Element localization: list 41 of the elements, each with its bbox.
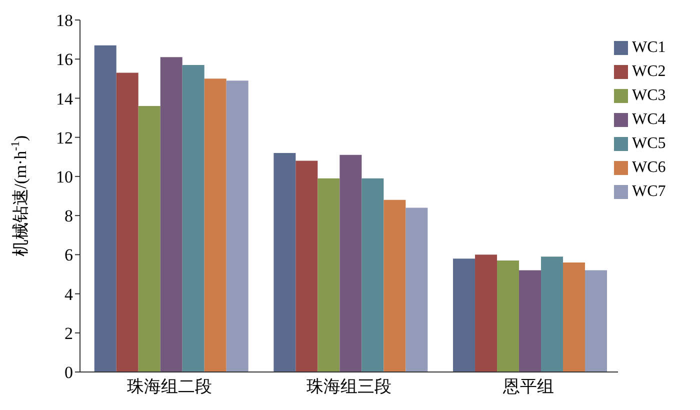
bar [116, 72, 138, 372]
legend-label: WC3 [632, 87, 666, 104]
bar [204, 78, 226, 372]
legend-label: WC1 [632, 39, 666, 56]
bar [541, 256, 564, 372]
y-tick-label: 14 [56, 89, 74, 108]
x-tick-label: 珠海组三段 [306, 377, 392, 396]
y-tick-label: 4 [64, 284, 74, 304]
bar [475, 254, 498, 372]
y-tick-label: 10 [56, 167, 73, 186]
bar [94, 45, 116, 372]
y-tick-label: 18 [56, 11, 73, 30]
bar [563, 262, 586, 372]
y-tick-label: 8 [64, 206, 73, 226]
bar [226, 80, 248, 372]
y-tick-label: 0 [64, 363, 73, 382]
legend-label: WC5 [632, 135, 666, 152]
bar [138, 106, 160, 372]
bar [274, 152, 296, 372]
bar [406, 208, 428, 372]
x-tick-label: 珠海组二段 [127, 377, 212, 396]
bar [519, 270, 542, 372]
bar [384, 200, 406, 372]
bar [318, 178, 340, 372]
bar [497, 260, 520, 372]
bar [340, 154, 362, 372]
y-tick-label: 12 [56, 128, 73, 148]
legend-label: WC4 [632, 111, 666, 128]
y-tick-label: 2 [64, 324, 73, 343]
x-tick-label: 恩平组 [502, 377, 554, 396]
y-tick-label: 16 [56, 50, 73, 70]
bar [160, 57, 182, 372]
bar [453, 258, 476, 372]
legend-label: WC7 [632, 183, 666, 200]
legend-label: WC2 [632, 63, 666, 80]
y-tick-label: 6 [64, 246, 73, 265]
legend-label: WC6 [632, 159, 666, 176]
bar [182, 64, 204, 372]
bar [296, 160, 318, 372]
bar [585, 270, 608, 372]
bar [362, 178, 384, 372]
